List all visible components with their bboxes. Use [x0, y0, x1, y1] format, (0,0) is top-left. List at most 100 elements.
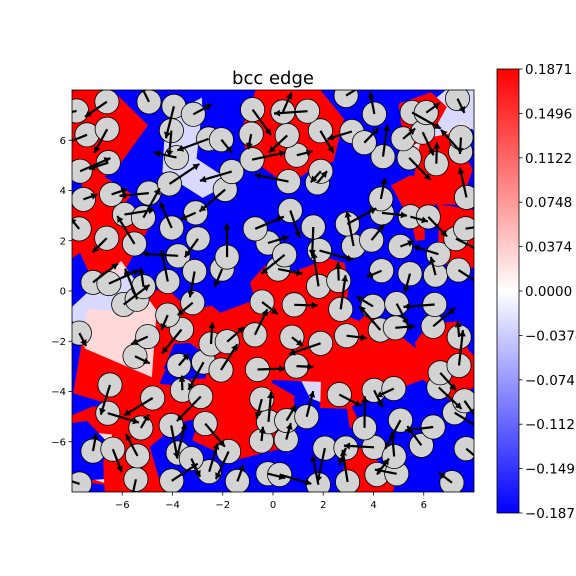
arrow-head — [153, 188, 160, 196]
arrow-head — [138, 267, 145, 275]
arrow-head — [92, 245, 100, 253]
arrow-head — [305, 149, 313, 157]
atom-marker — [136, 90, 162, 115]
arrow-head — [136, 76, 142, 83]
arrow-head — [182, 353, 189, 361]
arrow-head — [142, 250, 149, 258]
colorbar-gradient — [496, 68, 520, 514]
arrow-head — [374, 467, 382, 475]
arrow-head — [380, 178, 388, 185]
displacement-arrow — [465, 226, 474, 230]
arrow-head — [267, 392, 274, 399]
arrow-head — [448, 308, 456, 315]
arrow-head — [361, 396, 369, 403]
atom-marker — [453, 216, 474, 242]
arrow-head — [218, 439, 225, 447]
displacement-arrow — [345, 90, 358, 97]
y-tick-label: 2 — [60, 236, 66, 247]
arrow-head — [212, 443, 220, 450]
arrow-head — [47, 472, 54, 479]
arrow-head — [166, 150, 174, 157]
arrow-head — [199, 175, 207, 183]
colorbar-tick-label: −0.1496 — [525, 462, 576, 478]
arrow-head — [162, 346, 169, 354]
arrow-head — [338, 458, 345, 465]
arrow-head — [308, 249, 316, 256]
displacement-arrow — [465, 447, 474, 457]
arrow-head — [277, 215, 284, 223]
x-tick-label: −6 — [115, 500, 130, 511]
arrow-head — [180, 213, 188, 221]
arrow-head — [225, 146, 232, 153]
arrow-head — [261, 267, 269, 274]
arrow-head — [376, 391, 384, 398]
arrow-head — [366, 271, 374, 278]
arrow-head — [90, 193, 98, 200]
x-tick-label: 6 — [421, 500, 427, 511]
displacement-arrow — [457, 269, 474, 282]
arrow-head — [354, 400, 362, 407]
arrow-head — [432, 103, 440, 110]
displacement-arrow — [454, 411, 474, 426]
displacement-arrow — [72, 218, 81, 230]
x-tick-label: −4 — [165, 500, 180, 511]
arrow-head — [261, 309, 268, 317]
arrow-head — [55, 111, 62, 118]
colorbar-tick-label: 0.1871 — [525, 62, 572, 78]
colorbar-tick-label: 0.1496 — [525, 106, 572, 122]
arrow-head — [456, 147, 464, 154]
arrow-head — [490, 221, 497, 228]
arrow-head — [124, 409, 131, 416]
arrow-head — [454, 402, 462, 409]
arrow-head — [429, 256, 436, 264]
colorbar: 0.1871 0.1496 0.1122 0.0748 0.0374 0.0000 −0.0… — [496, 62, 576, 522]
x-tick-label: 0 — [270, 500, 276, 511]
arrow-head — [264, 128, 271, 135]
displacement-arrow — [72, 133, 88, 142]
arrow-head — [377, 224, 385, 232]
arrow-head — [282, 235, 289, 242]
arrow-head — [441, 129, 448, 137]
arrow-head — [269, 145, 276, 153]
displacement-arrow — [455, 237, 474, 249]
arrow-head — [356, 296, 364, 303]
arrow-head — [294, 230, 301, 238]
arrow-head — [176, 414, 184, 422]
arrow-head — [142, 414, 149, 422]
atom-marker — [72, 216, 92, 242]
atom-marker — [159, 468, 185, 492]
arrow-head — [440, 229, 448, 237]
arrow-head — [408, 128, 416, 136]
arrow-head — [142, 357, 150, 364]
arrow-head — [315, 475, 323, 483]
displacement-arrows — [47, 76, 497, 492]
colorbar-tick-label: −0.1871 — [525, 506, 576, 522]
arrow-head — [178, 375, 186, 382]
arrow-head — [310, 252, 318, 259]
arrow-head — [180, 423, 188, 431]
y-tick-label: 4 — [60, 186, 66, 197]
arrow-head — [404, 426, 412, 434]
displacement-arrow — [72, 480, 80, 485]
arrow-head — [310, 455, 318, 463]
atom-marker — [72, 98, 90, 124]
arrow-head — [382, 458, 389, 466]
arrow-head — [65, 138, 72, 145]
arrow-head — [289, 405, 296, 412]
colorbar-tick-label: −0.0748 — [525, 373, 576, 389]
arrow-head — [88, 163, 96, 171]
arrow-head — [310, 175, 318, 183]
arrow-head — [334, 262, 342, 269]
x-axis: −6 −4 −2 0 2 4 6 — [115, 492, 427, 511]
y-tick-label: −6 — [51, 437, 66, 448]
chart-title: bcc edge — [232, 68, 314, 89]
colorbar-tick-label: −0.0374 — [525, 328, 576, 344]
arrow-head — [344, 211, 352, 218]
arrow-head — [131, 338, 139, 345]
arrow-head — [131, 269, 139, 276]
arrow-head — [402, 317, 409, 325]
arrow-head — [376, 400, 384, 408]
arrow-head — [296, 269, 303, 277]
arrow-head — [119, 191, 126, 199]
arrow-head — [427, 148, 435, 156]
